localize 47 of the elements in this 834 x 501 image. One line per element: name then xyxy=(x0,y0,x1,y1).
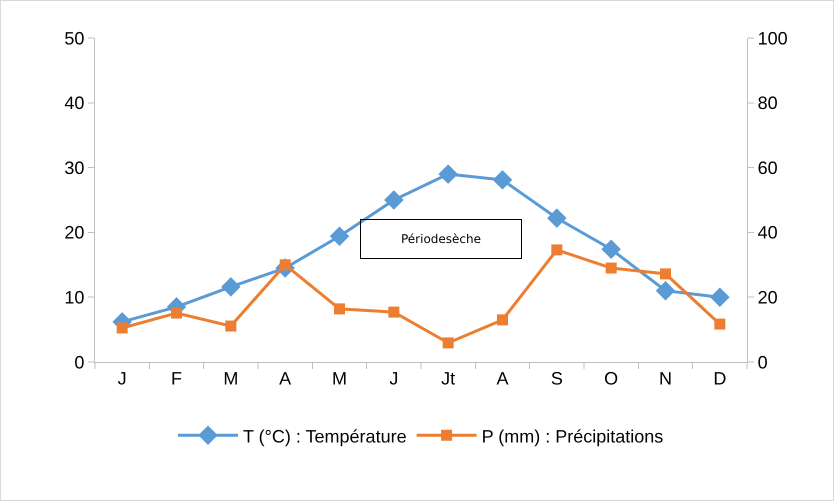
x-tick-label: J xyxy=(389,368,398,389)
point xyxy=(606,262,617,274)
point xyxy=(714,318,726,330)
point xyxy=(438,164,458,184)
y-tick-label: 50 xyxy=(64,28,84,48)
y2-tick-label: 60 xyxy=(758,158,778,178)
x-tick-label: A xyxy=(496,368,509,389)
point xyxy=(492,170,512,190)
legend-label: T (°C) : Température xyxy=(243,426,407,446)
point xyxy=(388,306,400,318)
y2-tick-label: 0 xyxy=(758,352,768,372)
point xyxy=(116,322,128,334)
x-tick-label: J xyxy=(118,368,127,389)
point xyxy=(601,240,621,259)
y-tick-label: 10 xyxy=(64,288,84,308)
x-tick-label: M xyxy=(332,368,347,389)
legend-label: P (mm) : Précipitations xyxy=(482,426,664,446)
x-tick-label: D xyxy=(713,368,726,389)
point xyxy=(551,244,562,256)
point xyxy=(330,226,350,246)
x-tick-label: Jt xyxy=(441,368,456,389)
point xyxy=(225,320,236,332)
y2-tick-label: 100 xyxy=(758,28,788,48)
point xyxy=(384,190,404,210)
x-tick-label: S xyxy=(550,368,563,389)
point xyxy=(221,277,241,297)
point xyxy=(497,314,508,326)
y-tick-label: 20 xyxy=(64,222,84,243)
x-tick-label: M xyxy=(223,368,238,389)
point xyxy=(656,280,676,300)
point xyxy=(710,287,730,307)
x-tick-label: O xyxy=(604,368,618,389)
point xyxy=(660,268,671,280)
point xyxy=(171,308,182,319)
y2-tick-label: 80 xyxy=(758,93,778,114)
y2-tick-label: 20 xyxy=(758,288,778,308)
x-tick-label: N xyxy=(659,368,672,389)
point xyxy=(442,337,454,348)
y2-tick-label: 40 xyxy=(758,222,778,243)
annotation: Périodesèche xyxy=(400,232,482,246)
point xyxy=(334,303,345,314)
x-tick-label: F xyxy=(171,368,182,389)
point xyxy=(547,208,567,228)
y-tick-label: 0 xyxy=(74,352,84,372)
x-tick-label: A xyxy=(279,368,292,389)
y-tick-label: 30 xyxy=(64,158,84,178)
y-tick-label: 40 xyxy=(64,93,84,114)
